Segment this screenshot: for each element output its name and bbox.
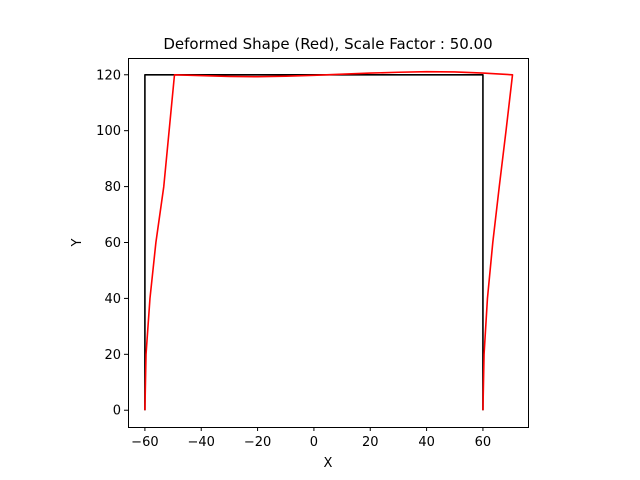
chart-title: Deformed Shape (Red), Scale Factor : 50.… (163, 35, 492, 53)
x-tick-label: 0 (310, 435, 318, 450)
x-tick-label: 20 (362, 435, 379, 450)
x-axis-title: X (324, 456, 333, 471)
x-tick-label: 40 (418, 435, 435, 450)
x-axis: −60 −40 −20 0 20 40 60 (131, 427, 491, 450)
undeformed-shape-line (144, 73, 484, 411)
x-tick-label: 60 (475, 435, 492, 450)
axes-frame (128, 58, 529, 428)
x-tick-label: −40 (188, 435, 215, 450)
y-tick-label: 100 (96, 124, 121, 139)
y-tick-label: 40 (104, 292, 121, 307)
deformed-shape-line (144, 70, 514, 411)
y-tick-label: 20 (104, 348, 121, 363)
x-tick-label: −60 (131, 435, 158, 450)
y-tick-label: 120 (96, 68, 121, 83)
y-axis-title: Y (70, 238, 85, 247)
y-axis: 0 20 40 60 80 100 120 (96, 68, 128, 419)
y-tick-label: 80 (104, 180, 121, 195)
series-layer (144, 70, 514, 411)
y-tick-label: 0 (113, 404, 121, 419)
y-tick-label: 60 (104, 236, 121, 251)
x-tick-label: −20 (244, 435, 271, 450)
